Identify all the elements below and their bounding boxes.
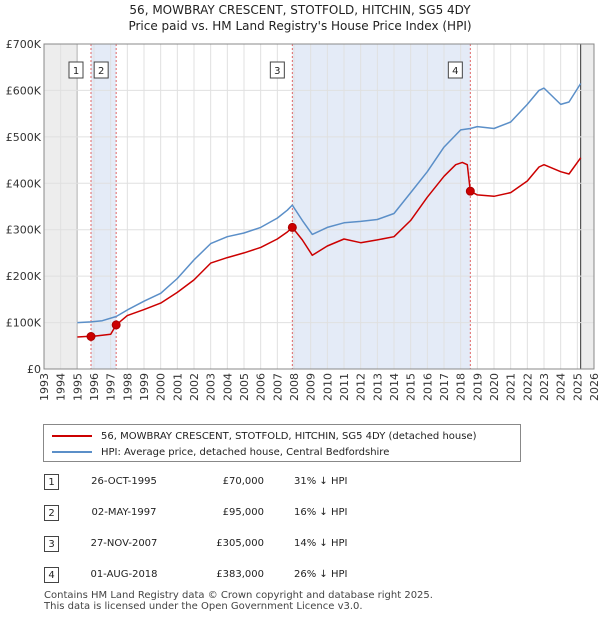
transaction-date: 26-OCT-1995 [91,476,157,487]
annotation-label: 1 [73,66,79,77]
legend-swatch-property [52,435,92,437]
transaction-number: 4 [44,567,59,583]
transaction-hpi-diff: 14% ↓ HPI [294,538,348,549]
x-tick-label: 2016 [421,373,434,401]
x-tick-label: 2006 [255,373,268,401]
x-tick-label: 2011 [338,373,351,401]
x-tick-label: 2019 [471,373,484,401]
x-tick-label: 1995 [71,373,84,401]
chart-legend: 56, MOWBRAY CRESCENT, STOTFOLD, HITCHIN,… [43,424,521,462]
price-chart: 56, MOWBRAY CRESCENT, STOTFOLD, HITCHIN,… [6,3,600,401]
sale-marker [111,320,121,330]
footer-attribution: Contains HM Land Registry data © Crown c… [44,590,433,612]
x-tick-label: 2000 [155,373,168,401]
transaction-hpi-diff: 31% ↓ HPI [294,476,348,487]
x-tick-label: 2013 [371,373,384,401]
annotation-label: 4 [452,66,458,77]
sale-marker [287,222,297,232]
y-tick-label: £0 [27,363,41,376]
x-tick-label: 1997 [105,373,118,401]
x-tick-label: 2012 [355,373,368,401]
ownership-shaded-range [292,44,471,369]
legend-entry-hpi: HPI: Average price, detached house, Cent… [52,444,389,460]
x-tick-label: 2024 [555,373,568,401]
legend-entry-property: 56, MOWBRAY CRESCENT, STOTFOLD, HITCHIN,… [52,428,477,444]
transaction-number: 2 [44,505,59,521]
plot-border [43,43,595,370]
x-tick-label: 2001 [171,373,184,401]
transaction-date: 01-AUG-2018 [90,569,158,580]
x-tick-label: 2002 [188,373,201,401]
chart-subtitle: Price paid vs. HM Land Registry's House … [128,19,471,33]
y-tick-label: £600K [6,84,42,97]
footer-line-copyright: Contains HM Land Registry data © Crown c… [44,590,433,601]
legend-swatch-hpi [52,451,92,453]
x-tick-label: 2021 [505,373,518,401]
x-tick-label: 2022 [521,373,534,401]
y-tick-label: £100K [6,317,42,330]
x-tick-label: 2004 [221,373,234,401]
x-tick-label: 2026 [588,373,600,401]
x-tick-label: 2020 [488,373,501,401]
x-tick-label: 2007 [271,373,284,401]
transaction-number: 3 [44,536,59,552]
x-tick-label: 1994 [55,373,68,401]
y-tick-label: £200K [6,270,42,283]
annotation-label: 2 [98,66,104,77]
transaction-price: £95,000 [222,507,264,518]
annotation-label: 3 [274,66,280,77]
annotation-box [68,61,84,79]
x-tick-label: 1993 [38,373,51,401]
no-data-region-end [580,44,594,369]
annotation-box [447,61,463,79]
table-row: 4 01-AUG-2018 £383,000 26% ↓ HPI [44,567,444,585]
ownership-shaded-range [91,44,117,369]
table-row: 1 26-OCT-1995 £70,000 31% ↓ HPI [44,474,444,492]
annotation-box [93,61,109,79]
x-tick-label: 1996 [88,373,101,401]
y-tick-label: £500K [6,131,42,144]
footer-line-licence: This data is licensed under the Open Gov… [44,601,363,612]
transaction-number: 1 [44,474,59,490]
transaction-price: £70,000 [222,476,264,487]
x-tick-label: 2023 [538,373,551,401]
x-tick-label: 2014 [388,373,401,401]
legend-label-property: 56, MOWBRAY CRESCENT, STOTFOLD, HITCHIN,… [101,430,477,442]
sale-marker [465,186,475,196]
transaction-date: 27-NOV-2007 [90,538,158,549]
y-tick-label: £300K [6,224,42,237]
x-tick-label: 2015 [405,373,418,401]
x-tick-label: 2025 [571,373,584,401]
series-line-property [77,157,582,338]
x-tick-label: 2017 [438,373,451,401]
x-tick-label: 2009 [305,373,318,401]
x-tick-label: 2008 [288,373,301,401]
y-tick-label: £700K [6,38,42,51]
annotation-box [269,61,285,79]
x-tick-label: 2018 [455,373,468,401]
series-line-hpi [77,83,582,324]
transaction-price: £383,000 [216,569,264,580]
chart-title: 56, MOWBRAY CRESCENT, STOTFOLD, HITCHIN,… [129,3,471,17]
transaction-hpi-diff: 16% ↓ HPI [294,507,348,518]
table-row: 2 02-MAY-1997 £95,000 16% ↓ HPI [44,505,444,523]
transaction-hpi-diff: 26% ↓ HPI [294,569,348,580]
legend-label-hpi: HPI: Average price, detached house, Cent… [101,446,390,458]
y-tick-label: £400K [6,177,42,190]
x-tick-label: 1998 [121,373,134,401]
transaction-date: 02-MAY-1997 [91,507,157,518]
sale-marker [86,332,96,341]
x-tick-label: 2010 [321,373,334,401]
table-row: 3 27-NOV-2007 £305,000 14% ↓ HPI [44,536,444,554]
x-tick-label: 2005 [238,373,251,401]
x-tick-label: 2003 [205,373,218,401]
transaction-price: £305,000 [216,538,264,549]
x-tick-label: 1999 [138,373,151,401]
